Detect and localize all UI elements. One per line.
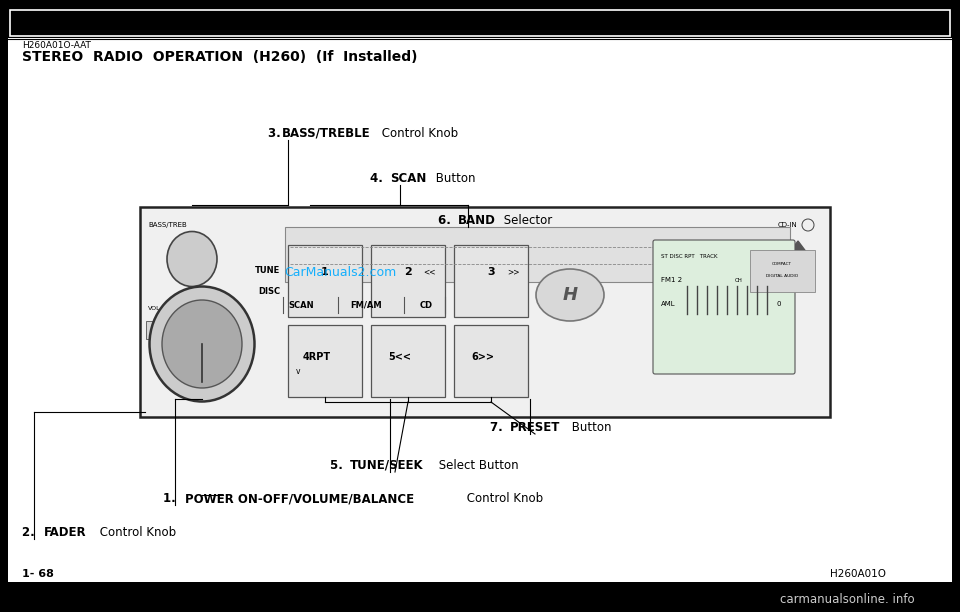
Text: 5.: 5. [330,459,351,472]
Text: FM/AM: FM/AM [350,300,382,310]
Text: 3.: 3. [268,127,285,140]
Text: SCAN: SCAN [288,300,314,310]
Text: CH: CH [735,277,743,283]
Text: CD: CD [420,300,433,310]
Text: 3: 3 [487,267,494,277]
FancyBboxPatch shape [8,8,952,604]
Text: Control Knob: Control Knob [378,127,458,140]
Ellipse shape [162,300,242,388]
Text: BAND: BAND [458,214,496,227]
FancyBboxPatch shape [371,245,445,317]
FancyBboxPatch shape [454,245,528,317]
Ellipse shape [150,286,254,401]
Text: <<: << [423,268,436,277]
Text: H260A01O-AAT: H260A01O-AAT [22,41,91,50]
Text: FAD: FAD [202,323,214,327]
Polygon shape [786,241,810,257]
Text: POWER ON-OFF/VOLUME/BALANCE: POWER ON-OFF/VOLUME/BALANCE [185,492,414,505]
Text: H: H [563,286,578,304]
FancyBboxPatch shape [180,322,196,338]
Text: BASS/TREBLE: BASS/TREBLE [282,127,371,140]
Text: H260A01O: H260A01O [830,569,886,579]
Ellipse shape [536,269,604,321]
Text: DISC: DISC [258,287,280,296]
Text: 2.: 2. [22,526,43,539]
Text: 2: 2 [404,267,412,277]
FancyBboxPatch shape [750,250,815,292]
Text: FADER: FADER [44,526,86,539]
Text: carmanualsonline. info: carmanualsonline. info [780,593,915,606]
FancyBboxPatch shape [288,245,362,317]
Text: STEREO  RADIO  OPERATION  (H260)  (If  Installed): STEREO RADIO OPERATION (H260) (If Instal… [22,50,418,64]
Text: ST DISC RPT   TRACK: ST DISC RPT TRACK [661,255,717,259]
Text: FM1 2: FM1 2 [661,277,683,283]
FancyBboxPatch shape [653,240,795,374]
Text: 5<<: 5<< [389,353,412,362]
Text: TUNE/SEEK: TUNE/SEEK [350,459,423,472]
Text: BASS/TREB: BASS/TREB [148,222,187,228]
Text: VOL: VOL [148,307,160,312]
Text: BAL: BAL [148,323,160,327]
FancyBboxPatch shape [288,325,362,397]
FancyBboxPatch shape [371,325,445,397]
Text: SCAN: SCAN [390,172,426,185]
Text: Button: Button [568,421,612,434]
FancyBboxPatch shape [8,582,952,604]
Text: TUNE: TUNE [254,266,280,275]
FancyBboxPatch shape [285,227,790,282]
FancyBboxPatch shape [8,8,952,38]
Text: 0: 0 [777,301,781,307]
Text: Select Button: Select Button [435,459,518,472]
Text: COMPACT: COMPACT [772,262,792,266]
Text: 6.: 6. [438,214,459,227]
Text: Button: Button [432,172,475,185]
FancyBboxPatch shape [146,321,236,339]
Text: >>: >> [507,268,519,277]
Text: 7.: 7. [490,421,511,434]
Text: 4RPT: 4RPT [303,353,331,362]
Text: PRESET: PRESET [510,421,561,434]
Text: v: v [296,367,300,376]
Text: FEATURES OF YOUR HYUNDAI: FEATURES OF YOUR HYUNDAI [331,14,629,32]
Text: 6>>: 6>> [471,353,494,362]
FancyBboxPatch shape [10,10,950,36]
Text: AML: AML [661,301,676,307]
Text: 1: 1 [322,267,329,277]
Ellipse shape [167,231,217,286]
Text: 1.: 1. [163,492,184,505]
Text: CarManuals2.com: CarManuals2.com [284,266,396,278]
FancyBboxPatch shape [454,325,528,397]
Text: CD-IN: CD-IN [778,222,798,228]
Text: Selector: Selector [500,214,552,227]
Text: Control Knob: Control Knob [463,492,543,505]
FancyBboxPatch shape [140,207,830,417]
Text: Control Knob: Control Knob [96,526,176,539]
Text: DIGITAL AUDIO: DIGITAL AUDIO [766,274,798,278]
Text: 1- 68: 1- 68 [22,569,54,579]
Text: 4.: 4. [370,172,391,185]
